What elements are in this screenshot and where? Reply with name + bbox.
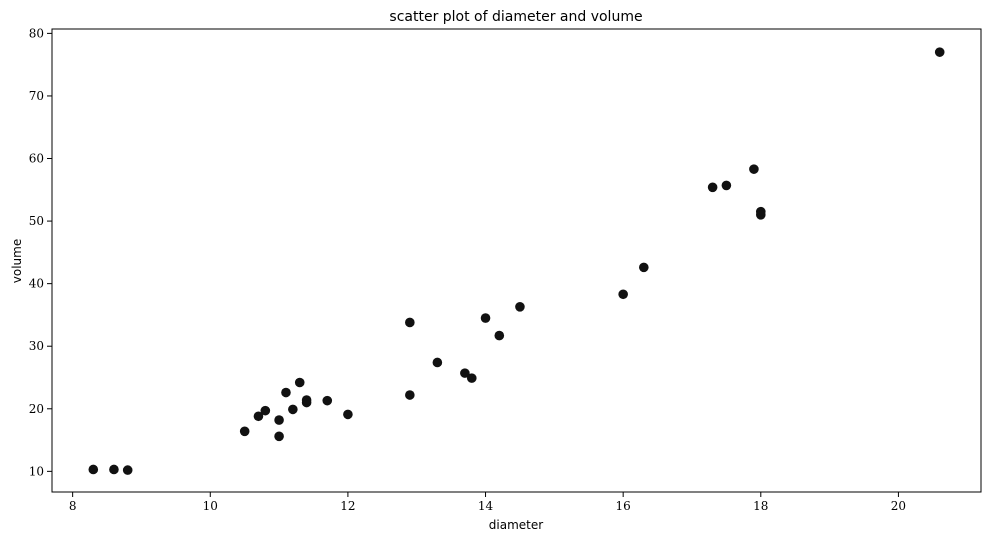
x-tick-label: 20 bbox=[891, 499, 906, 513]
scatter-point bbox=[707, 182, 718, 193]
y-tick-label: 40 bbox=[29, 277, 44, 291]
x-tick-label: 8 bbox=[69, 499, 77, 513]
scatter-point bbox=[721, 180, 732, 191]
x-tick-label: 14 bbox=[478, 499, 494, 513]
scatter-point bbox=[934, 47, 945, 57]
scatter-point bbox=[253, 411, 264, 422]
scatter-point bbox=[88, 464, 99, 475]
y-tick-label: 50 bbox=[29, 214, 44, 228]
scatter-point bbox=[618, 289, 628, 300]
y-axis-label: volume bbox=[10, 239, 24, 283]
scatter-point bbox=[749, 164, 759, 174]
y-tick-label: 30 bbox=[29, 339, 44, 353]
scatter-point bbox=[755, 210, 766, 220]
y-tick-label: 70 bbox=[29, 89, 44, 103]
scatter-point bbox=[109, 464, 119, 475]
scatter-point bbox=[122, 465, 133, 475]
scatter-point bbox=[274, 431, 284, 442]
x-tick-label: 10 bbox=[203, 499, 218, 513]
scatter-point bbox=[466, 373, 477, 383]
scatter-point bbox=[294, 377, 305, 388]
y-tick-label: 60 bbox=[29, 152, 44, 166]
scatter-point bbox=[480, 313, 491, 323]
y-tick-label: 20 bbox=[29, 402, 44, 416]
scatter-point bbox=[281, 387, 291, 398]
scatter-point bbox=[639, 262, 649, 273]
chart-title: scatter plot of diameter and volume bbox=[389, 9, 642, 25]
scatter-point bbox=[260, 405, 271, 416]
x-axis-label: diameter bbox=[489, 518, 543, 532]
scatter-point bbox=[322, 395, 333, 406]
scatter-point bbox=[239, 426, 250, 437]
plot-area: 8 10 12 14 16 18 20 10 20 30 40 50 60 70 80 bbox=[29, 26, 982, 513]
x-tick-label: 12 bbox=[340, 499, 355, 513]
scatter-point bbox=[494, 330, 505, 341]
scatter-point bbox=[343, 409, 353, 420]
scatter-point bbox=[515, 302, 525, 312]
plot-frame bbox=[51, 28, 982, 493]
scatter-point bbox=[460, 368, 470, 378]
x-tick-label: 16 bbox=[616, 499, 631, 513]
scatter-point bbox=[432, 357, 443, 368]
y-tick-label: 10 bbox=[29, 464, 44, 478]
x-tick-label: 18 bbox=[753, 499, 768, 513]
scatter-point bbox=[405, 390, 415, 400]
scatter-point bbox=[274, 415, 284, 425]
scatter-point bbox=[405, 317, 415, 328]
scatter-point bbox=[288, 404, 298, 415]
scatter-point bbox=[301, 395, 312, 405]
y-tick-label: 80 bbox=[29, 26, 44, 40]
